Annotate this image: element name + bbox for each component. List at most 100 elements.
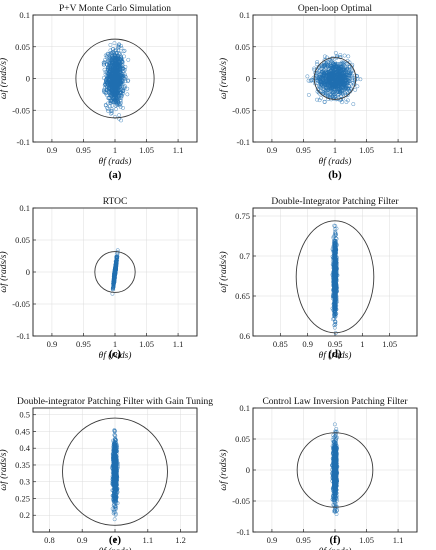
scatter-point — [333, 322, 338, 327]
scatter-point — [326, 75, 331, 80]
scatter-point — [332, 313, 337, 318]
scatter-point — [319, 62, 324, 67]
scatter-point — [111, 287, 115, 292]
scatter-point — [329, 56, 334, 61]
scatter-point — [114, 459, 119, 464]
scatter-point — [114, 82, 119, 87]
scatter-point — [333, 263, 338, 268]
boundary-circle — [94, 251, 136, 293]
scatter-point — [113, 434, 118, 438]
x-tick-label: 1 — [360, 339, 364, 349]
scatter-point — [116, 73, 121, 78]
scatter-point — [114, 73, 119, 78]
scatter-point — [113, 438, 118, 443]
scatter-point — [333, 241, 338, 246]
scatter-series — [110, 248, 120, 296]
scatter-point — [317, 83, 322, 88]
scatter-point — [332, 223, 337, 228]
scatter-point — [111, 493, 116, 498]
scatter-point — [323, 82, 328, 87]
scatter-point — [315, 97, 319, 102]
x-tick-label: 0.95 — [296, 535, 311, 545]
scatter-point — [334, 429, 339, 434]
scatter-point — [354, 74, 359, 78]
scatter-point — [333, 261, 338, 266]
scatter-point — [105, 67, 110, 72]
scatter-point — [105, 101, 110, 106]
scatter-series — [330, 422, 340, 517]
scatter-point — [343, 68, 348, 73]
scatter-point — [329, 64, 334, 69]
scatter-point — [113, 512, 118, 517]
scatter-point — [333, 291, 338, 296]
scatter-point — [111, 65, 115, 69]
y-tick-label: 0.05 — [235, 434, 250, 444]
scatter-point — [339, 68, 344, 73]
scatter-point — [322, 68, 326, 73]
scatter-point — [334, 226, 339, 231]
y-axis-label: ωf (rads/s) — [0, 58, 9, 99]
scatter-point — [334, 232, 338, 237]
x-tick-label: 0.9 — [302, 339, 313, 349]
subplot-b: 0.9 0.95 1 1.05 1.1-0.1-0.0500.050.1Open-loo… — [218, 4, 418, 181]
scatter-point — [122, 54, 126, 59]
scatter-point — [316, 79, 321, 84]
scatter-point — [109, 52, 114, 57]
scatter-point — [102, 62, 107, 67]
scatter-point — [111, 503, 116, 508]
scatter-point — [113, 266, 118, 271]
scatter-point — [117, 94, 121, 99]
scatter-point — [341, 64, 346, 69]
scatter-point — [108, 111, 113, 116]
scatter-point — [327, 63, 332, 68]
scatter-point — [351, 82, 356, 87]
scatter-point — [358, 77, 363, 82]
scatter-point — [331, 266, 336, 270]
y-tick-label: -0.1 — [237, 137, 250, 147]
scatter-point — [116, 44, 121, 49]
scatter-point — [332, 243, 337, 248]
scatter-point — [334, 277, 339, 282]
scatter-point — [323, 89, 328, 94]
scatter-point — [112, 517, 117, 522]
subfigure-label: (c) — [109, 348, 122, 360]
scatter-point — [338, 55, 343, 60]
scatter-point — [332, 299, 337, 304]
scatter-point — [318, 96, 323, 100]
scatter-point — [332, 273, 337, 278]
scatter-point — [113, 54, 117, 58]
scatter-point — [332, 271, 337, 276]
scatter-point — [121, 89, 126, 93]
scatter-point — [110, 56, 115, 61]
x-tick-label: 0.95 — [76, 339, 91, 349]
scatter-point — [333, 50, 338, 55]
y-tick-label: 0.35 — [15, 460, 30, 470]
x-axis-label: θf (rads) — [99, 156, 132, 167]
x-axis-label: θf (rads) — [319, 350, 352, 361]
scatter-point — [112, 92, 117, 97]
scatter-point — [347, 73, 352, 78]
x-tick-label: 1.05 — [382, 339, 397, 349]
boundary-circle — [75, 38, 155, 119]
scatter-series — [330, 223, 340, 335]
scatter-point — [334, 257, 338, 261]
x-tick-label: 1.05 — [359, 145, 374, 155]
scatter-point — [123, 85, 127, 90]
scatter-point — [112, 73, 117, 78]
subfigure-label: (b) — [328, 169, 342, 181]
subplot-title: P+V Monte Carlo Simulation — [59, 4, 171, 14]
scatter-point — [333, 72, 337, 77]
y-tick-label: 0.1 — [19, 10, 30, 20]
scatter-point — [117, 113, 122, 118]
scatter-point — [309, 77, 314, 82]
scatter-point — [317, 98, 322, 103]
y-tick-label: 0.1 — [19, 203, 30, 213]
y-tick-label: 0.5 — [19, 410, 30, 420]
boundary-circle — [313, 57, 357, 100]
scatter-point — [113, 497, 118, 502]
scatter-point — [106, 52, 111, 57]
x-tick-label: 0.95 — [328, 339, 343, 349]
scatter-point — [106, 65, 111, 70]
plot-border — [32, 407, 198, 533]
